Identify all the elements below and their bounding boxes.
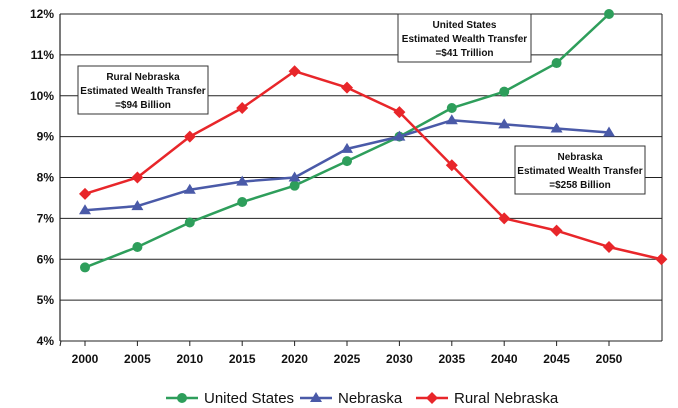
y-tick-label-8: 8% — [37, 171, 55, 185]
annotation-us-line-3: =$41 Trillion — [435, 48, 493, 59]
y-tick-label-6: 6% — [37, 252, 55, 266]
legend-item-rural-nebraska: Rural Nebraska — [416, 390, 559, 407]
x-tick-label-2015: 2015 — [229, 352, 256, 366]
x-tick-label-2020: 2020 — [281, 352, 308, 366]
legend-circle-marker-icon — [177, 393, 187, 403]
data-point-united-states-2005 — [132, 242, 142, 252]
data-point-rural-nebraska-2000 — [79, 188, 91, 200]
x-tick-label-2005: 2005 — [124, 352, 151, 366]
data-point-nebraska-2035 — [446, 114, 458, 124]
data-point-united-states-2045 — [552, 58, 562, 68]
annotation-us-line-1: United States — [433, 20, 497, 31]
data-point-rural-nebraska-2045 — [551, 225, 563, 237]
series-layer — [79, 9, 667, 272]
data-point-united-states-2015 — [237, 197, 247, 207]
x-tick-label-2050: 2050 — [596, 352, 623, 366]
data-point-rural-nebraska-2055 — [655, 253, 667, 265]
y-tick-label-10: 10% — [30, 89, 54, 103]
y-tick-labels: 4% 5% 6% 7% 8% 9% 10% 11% 12% — [30, 7, 54, 348]
x-tick-label-2010: 2010 — [176, 352, 203, 366]
data-point-united-states-2025 — [342, 156, 352, 166]
annotation-rural-line-1: Rural Nebraska — [106, 72, 180, 83]
legend-label-united-states: United States — [204, 390, 294, 407]
data-point-united-states-2035 — [447, 103, 457, 113]
data-point-united-states-2040 — [499, 87, 509, 97]
x-tick-label-2030: 2030 — [386, 352, 413, 366]
y-tick-label-9: 9% — [37, 130, 55, 144]
legend: United States Nebraska Rural Nebraska — [166, 390, 559, 407]
y-tick-label-7: 7% — [37, 211, 55, 225]
x-tick-mark-origin — [60, 341, 61, 346]
x-tick-label-2040: 2040 — [491, 352, 518, 366]
legend-label-nebraska: Nebraska — [338, 390, 403, 407]
legend-item-united-states: United States — [166, 390, 294, 407]
x-tick-label-2025: 2025 — [334, 352, 361, 366]
annotation-nebraska-line-2: Estimated Wealth Transfer — [517, 166, 643, 177]
series-united-states — [80, 9, 614, 272]
legend-item-nebraska: Nebraska — [300, 390, 403, 407]
annotation-nebraska-line-1: Nebraska — [557, 152, 602, 163]
data-point-united-states-2050 — [604, 9, 614, 19]
annotation-nebraska-line-3: =$258 Billion — [549, 180, 610, 191]
data-point-united-states-2010 — [185, 217, 195, 227]
annotation-nebraska: Nebraska Estimated Wealth Transfer =$258… — [515, 146, 645, 194]
y-tick-label-4: 4% — [37, 334, 55, 348]
annotation-rural-line-3: =$94 Billion — [115, 100, 171, 111]
data-point-rural-nebraska-2025 — [341, 82, 353, 94]
x-tick-label-2045: 2045 — [543, 352, 570, 366]
data-point-rural-nebraska-2050 — [603, 241, 615, 253]
data-point-united-states-2000 — [80, 262, 90, 272]
legend-label-rural-nebraska: Rural Nebraska — [454, 390, 559, 407]
annotation-rural-nebraska: Rural Nebraska Estimated Wealth Transfer… — [78, 66, 208, 114]
annotation-rural-line-2: Estimated Wealth Transfer — [80, 86, 206, 97]
x-tick-label-2000: 2000 — [72, 352, 99, 366]
y-tick-label-12: 12% — [30, 7, 54, 21]
x-tick-label-2035: 2035 — [438, 352, 465, 366]
y-tick-label-11: 11% — [31, 48, 55, 62]
legend-diamond-marker-icon — [426, 392, 438, 404]
annotation-us-line-2: Estimated Wealth Transfer — [402, 34, 528, 45]
y-tick-label-5: 5% — [37, 293, 55, 307]
annotation-us: United States Estimated Wealth Transfer … — [398, 14, 531, 62]
x-tick-labels: 2000 2005 2010 2015 2020 2025 2030 2035 2040 2045… — [72, 352, 623, 366]
data-point-united-states-2020 — [290, 181, 300, 191]
